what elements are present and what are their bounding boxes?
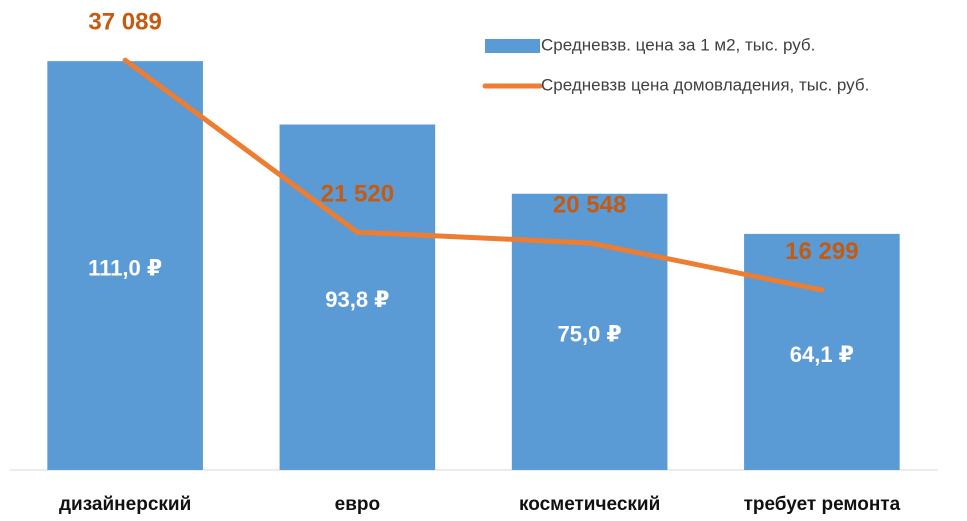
line [122,57,825,293]
line-value-label: 16 299 [785,238,858,265]
bar [47,61,203,471]
bar [279,124,436,471]
x-tick-label: дизайнерский [59,494,191,515]
x-tick-label: косметический [519,494,660,515]
bar-value-label: 111,0 ₽ [88,255,162,280]
legend-label: Средневзв. цена за 1 м2, тыс. руб. [541,35,815,54]
legend-label: Средневзв цена домовладения, тыс. руб. [541,75,869,94]
bar-value-label: 64,1 ₽ [790,342,854,367]
bar-value-label: 75,0 ₽ [558,322,622,347]
legend-swatch [485,39,540,53]
line-value-label: 21 520 [321,181,394,208]
x-tick-label: евро [335,494,380,515]
line-value-label: 20 548 [553,191,626,218]
bar-value-label: 93,8 ₽ [325,287,389,312]
x-tick-label: требует ремонта [744,494,901,515]
line-value-label: 37 089 [88,9,161,36]
bar [744,233,900,470]
